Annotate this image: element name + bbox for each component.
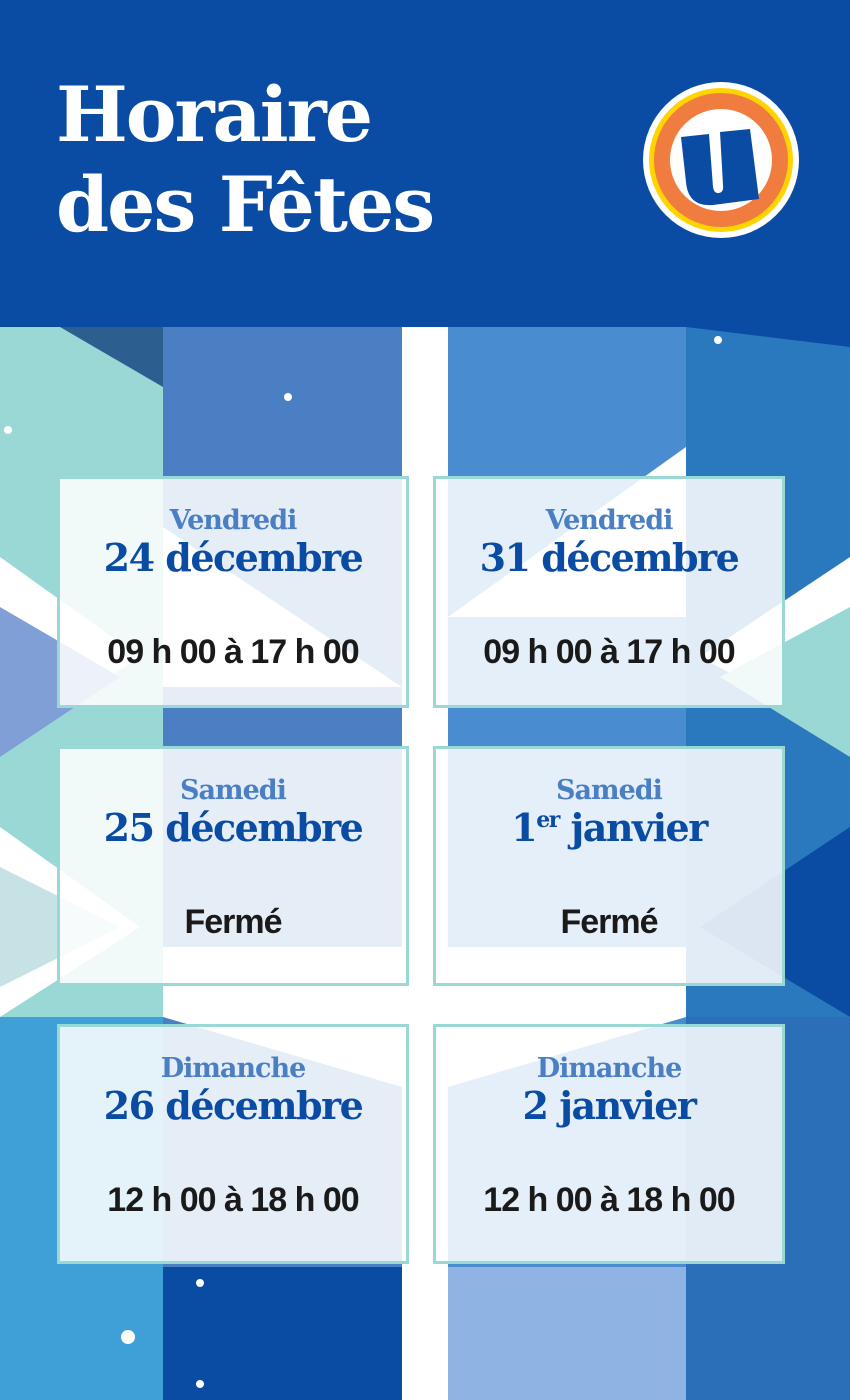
- schedule-card-dec-31: Vendredi 31 décembre 09 h 00 à 17 h 00: [433, 476, 785, 708]
- opening-hours: 12 h 00 à 18 h 00: [107, 1181, 359, 1219]
- opening-hours: Fermé: [184, 903, 282, 941]
- header: Horaire des Fêtes: [0, 0, 850, 327]
- date-month: janvier: [558, 805, 709, 850]
- day-name: Dimanche: [536, 1053, 683, 1084]
- day-name: Samedi: [556, 775, 663, 806]
- schedule-card-dec-24: Vendredi 24 décembre 09 h 00 à 17 h 00: [57, 476, 409, 708]
- page-title: Horaire des Fêtes: [56, 70, 435, 250]
- opening-hours: 12 h 00 à 18 h 00: [483, 1181, 735, 1219]
- date: 1er janvier: [436, 805, 782, 850]
- opening-hours: 09 h 00 à 17 h 00: [107, 633, 359, 671]
- date: 24 décembre: [103, 535, 364, 580]
- date-number: 1: [511, 805, 537, 850]
- day-name: Samedi: [180, 775, 287, 806]
- date-ordinal: er: [536, 807, 560, 833]
- day-name: Dimanche: [160, 1053, 307, 1084]
- title-line-1: Horaire: [56, 70, 373, 159]
- schedule-card-dec-26: Dimanche 26 décembre 12 h 00 à 18 h 00: [57, 1024, 409, 1264]
- date: 2 janvier: [522, 1083, 697, 1128]
- date: 26 décembre: [103, 1083, 364, 1128]
- schedule-card-jan-2: Dimanche 2 janvier 12 h 00 à 18 h 00: [433, 1024, 785, 1264]
- date: 31 décembre: [479, 535, 740, 580]
- opening-hours: 09 h 00 à 17 h 00: [483, 633, 735, 671]
- brand-logo: [643, 82, 799, 238]
- date: 25 décembre: [103, 805, 364, 850]
- schedule-card-dec-25: Samedi 25 décembre Fermé: [57, 746, 409, 986]
- day-name: Vendredi: [545, 505, 674, 536]
- title-line-2: des Fêtes: [56, 160, 435, 249]
- schedule-card-jan-1: Samedi 1er janvier Fermé: [433, 746, 785, 986]
- day-name: Vendredi: [169, 505, 298, 536]
- opening-hours: Fermé: [560, 903, 658, 941]
